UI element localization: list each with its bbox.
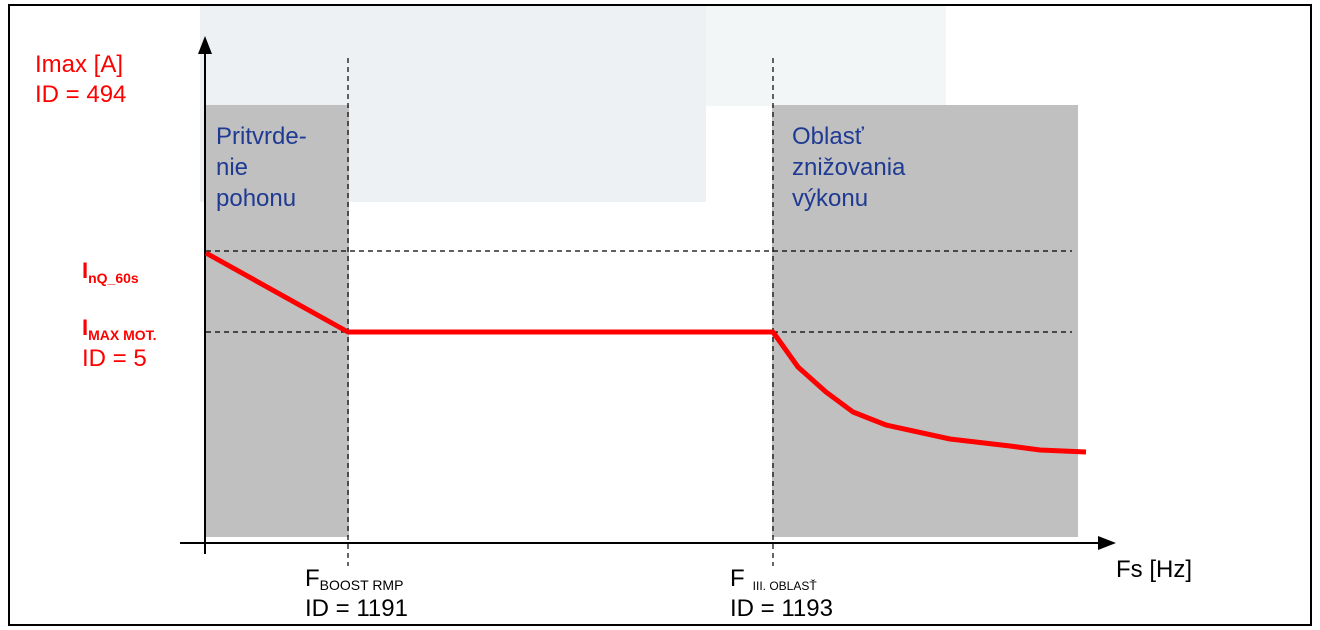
region-left-line-1: Pritvrde-: [216, 123, 307, 150]
level-inq-main: I: [82, 258, 88, 283]
marker-boost-label: FBOOST RMP: [305, 565, 403, 593]
x-axis-arrow: [1098, 536, 1116, 550]
marker-boost-sub: BOOST RMP: [320, 577, 404, 593]
level-imax-id: ID = 5: [82, 345, 147, 372]
marker-oblast-main: F: [730, 565, 745, 592]
current-limit-curve: [204, 250, 1087, 455]
y-axis-id: ID = 494: [35, 81, 126, 108]
level-imax-label: IMAX MOT.: [82, 315, 157, 343]
region-right-line-1: Oblasť: [792, 123, 865, 150]
level-inq-sub: nQ_60s: [88, 270, 139, 286]
region-right-band: [772, 105, 1078, 537]
marker-oblast-id: ID = 1193: [730, 595, 833, 622]
region-left-line-3: pohonu: [216, 185, 296, 212]
diagram-frame: Imax [A] ID = 494 Pritvrde- nie pohonu O…: [8, 4, 1312, 626]
marker-boost-id: ID = 1191: [305, 595, 408, 622]
level-inq-label: InQ_60s: [82, 258, 139, 286]
current-limit-diagram: Imax [A] ID = 494 Pritvrde- nie pohonu O…: [35, 6, 1192, 622]
marker-boost-main: F: [305, 565, 320, 592]
level-imax-main: I: [82, 315, 88, 340]
y-axis-label: Imax [A]: [35, 51, 123, 78]
marker-oblast-label: F III. OBLASŤ: [730, 565, 817, 593]
watermark-panel-right: [706, 6, 946, 106]
x-axis-label: Fs [Hz]: [1116, 556, 1192, 583]
region-left-line-2: nie: [216, 154, 248, 181]
region-right-line-3: výkonu: [792, 185, 868, 212]
y-axis-arrow: [198, 36, 212, 54]
region-right-line-2: znižovania: [792, 154, 906, 181]
marker-oblast-sub: III. OBLASŤ: [753, 578, 818, 593]
level-imax-sub: MAX MOT.: [88, 327, 156, 343]
